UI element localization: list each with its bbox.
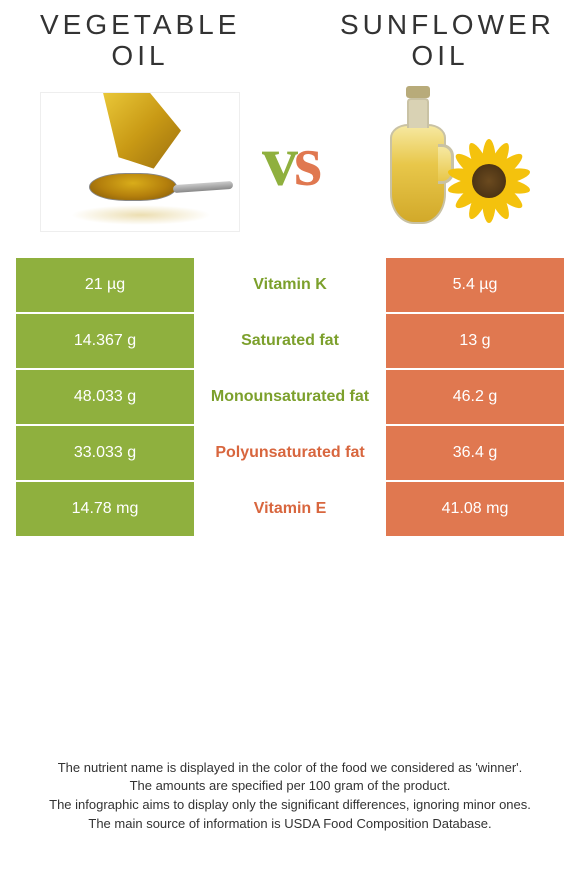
right-value: 36.4 g xyxy=(386,426,564,482)
footer-notes: The nutrient name is displayed in the co… xyxy=(0,759,580,834)
header: VEGETABLE OIL SUNFLOWER OIL xyxy=(0,0,580,92)
left-value: 14.78 mg xyxy=(16,482,194,538)
sunflower-oil-image xyxy=(340,92,540,232)
images-row: vs xyxy=(0,92,580,252)
spoon-icon xyxy=(89,173,177,201)
left-value: 48.033 g xyxy=(16,370,194,426)
table-row: 33.033 gPolyunsaturated fat36.4 g xyxy=(16,426,564,482)
table-row: 48.033 gMonounsaturated fat46.2 g xyxy=(16,370,564,426)
right-value: 46.2 g xyxy=(386,370,564,426)
oil-pour-icon xyxy=(103,93,181,169)
oil-bottle-icon xyxy=(390,124,446,224)
nutrient-name: Saturated fat xyxy=(194,314,386,370)
spoon-handle-icon xyxy=(173,181,233,193)
vegetable-oil-image xyxy=(40,92,240,232)
vs-label: vs xyxy=(262,120,318,203)
left-value: 33.033 g xyxy=(16,426,194,482)
left-title: VEGETABLE OIL xyxy=(40,10,240,72)
right-title: SUNFLOWER OIL xyxy=(340,10,540,72)
table-row: 21 µgVitamin K5.4 µg xyxy=(16,258,564,314)
footer-line-4: The main source of information is USDA F… xyxy=(24,815,556,834)
comparison-table: 21 µgVitamin K5.4 µg14.367 gSaturated fa… xyxy=(16,258,564,538)
footer-line-3: The infographic aims to display only the… xyxy=(24,796,556,815)
table-row: 14.78 mgVitamin E41.08 mg xyxy=(16,482,564,538)
nutrient-name: Vitamin K xyxy=(194,258,386,314)
left-value: 21 µg xyxy=(16,258,194,314)
table-row: 14.367 gSaturated fat13 g xyxy=(16,314,564,370)
right-value: 41.08 mg xyxy=(386,482,564,538)
nutrient-name: Monounsaturated fat xyxy=(194,370,386,426)
right-value: 13 g xyxy=(386,314,564,370)
sunflower-icon xyxy=(444,136,534,226)
left-value: 14.367 g xyxy=(16,314,194,370)
nutrient-name: Polyunsaturated fat xyxy=(194,426,386,482)
nutrient-name: Vitamin E xyxy=(194,482,386,538)
right-value: 5.4 µg xyxy=(386,258,564,314)
reflection-icon xyxy=(71,205,211,225)
footer-line-1: The nutrient name is displayed in the co… xyxy=(24,759,556,778)
footer-line-2: The amounts are specified per 100 gram o… xyxy=(24,777,556,796)
